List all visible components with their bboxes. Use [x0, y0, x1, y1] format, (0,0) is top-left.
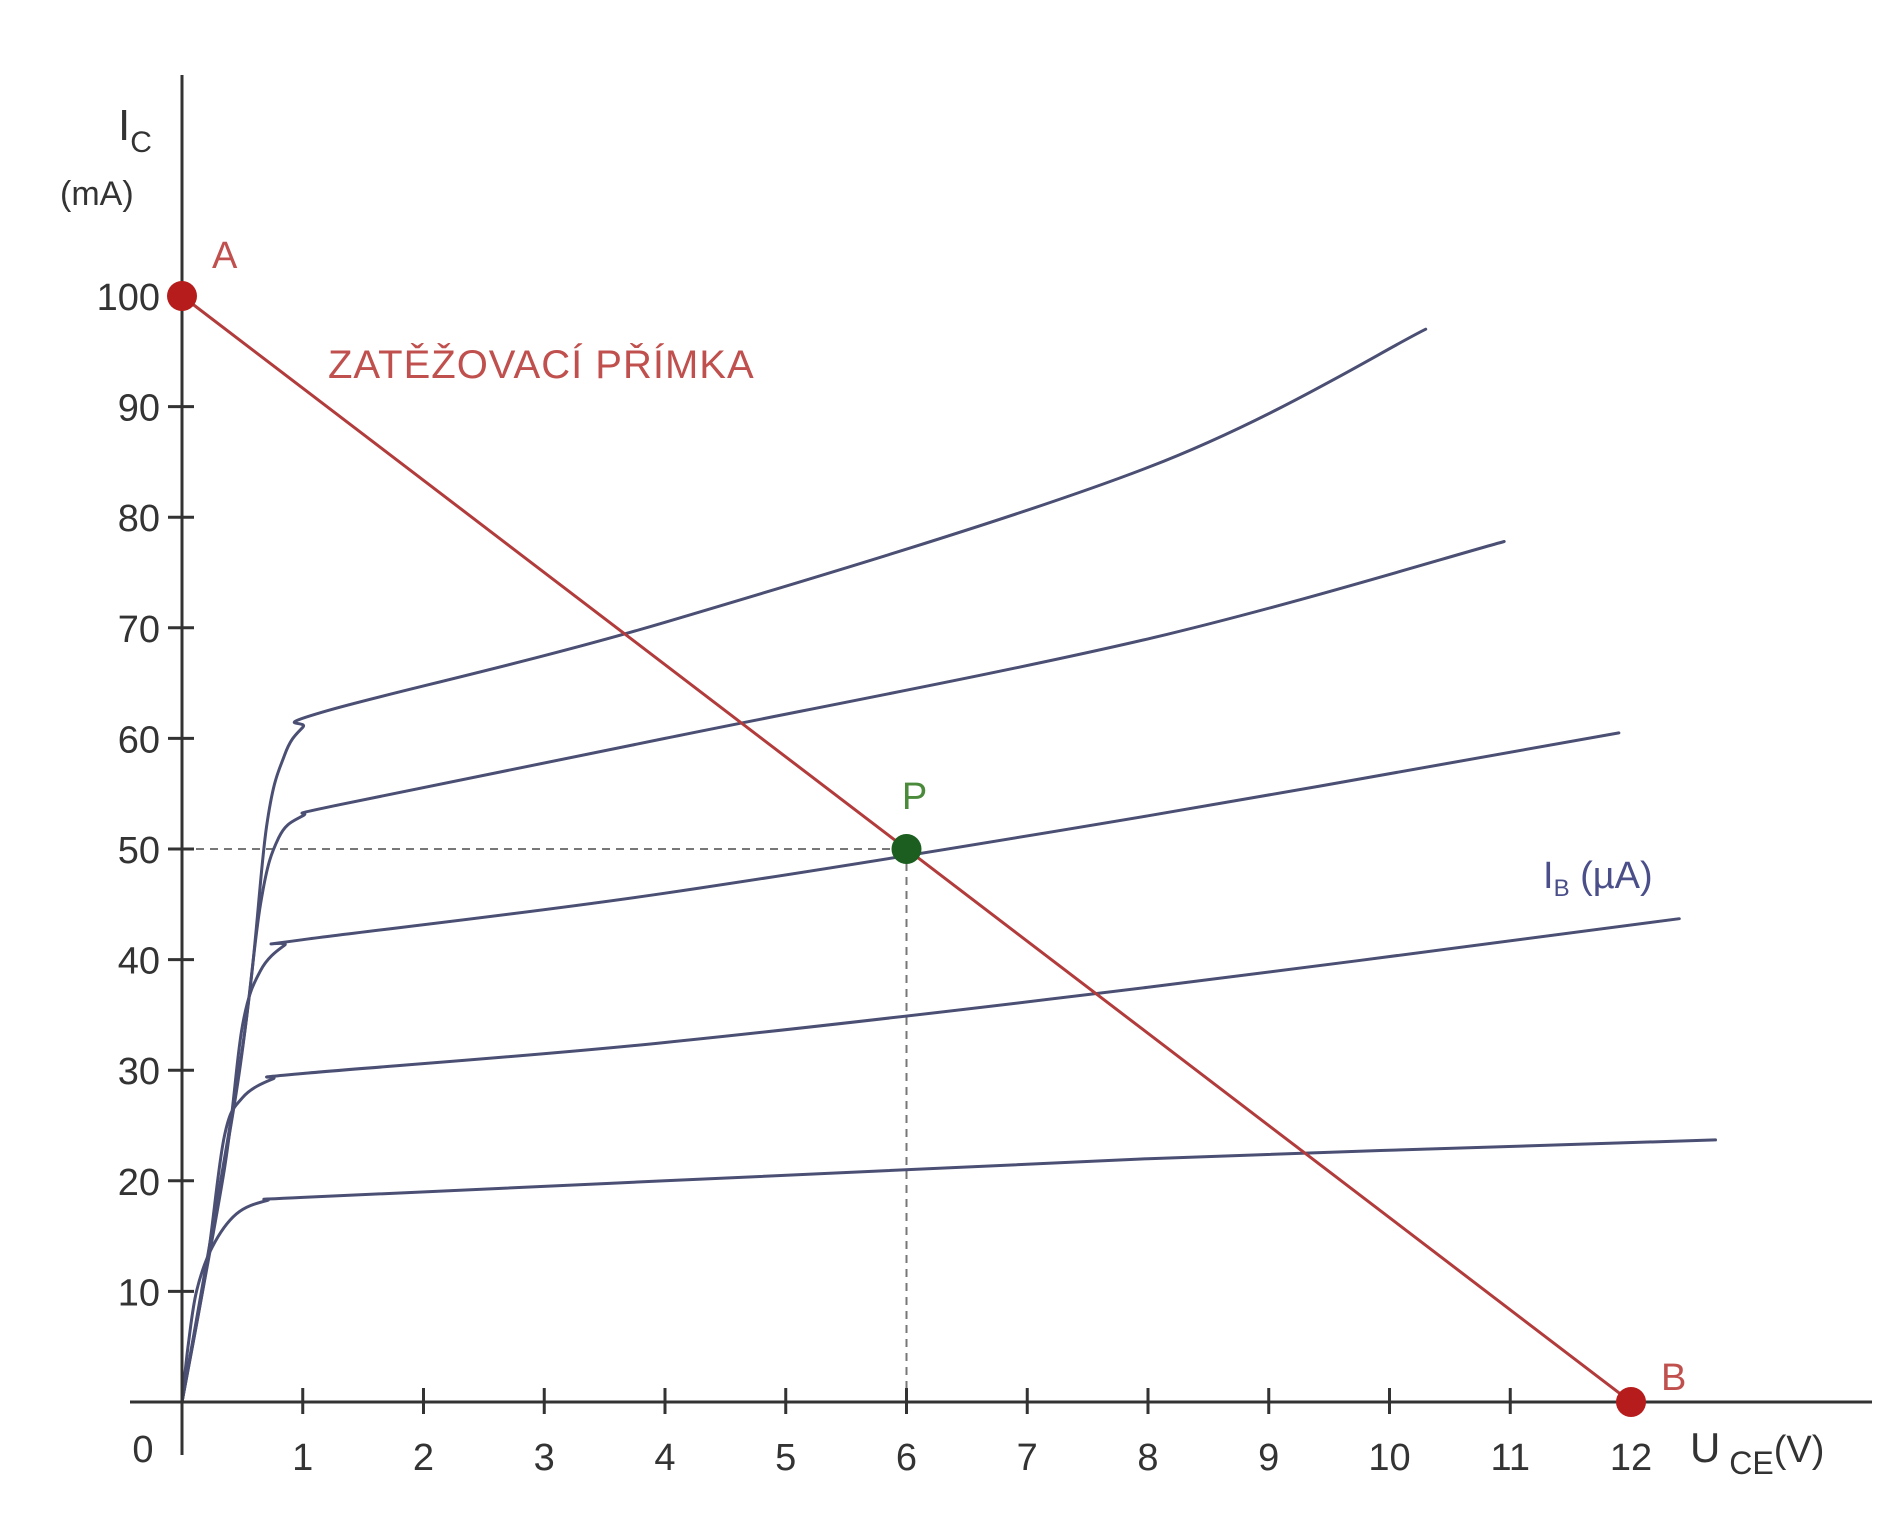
- output-characteristic-curves: [180, 327, 1717, 1404]
- y-axis-unit: (mA): [60, 175, 134, 213]
- base-current-label: IB (µA): [1543, 855, 1653, 902]
- y-tick-label-90: 90: [118, 388, 160, 430]
- x-tick-label-2: 2: [413, 1437, 434, 1479]
- characteristic-curve-3: [180, 731, 1621, 1404]
- axes: [130, 75, 1872, 1455]
- y-axis-subscript: C: [130, 126, 152, 159]
- y-tick-label-20: 20: [118, 1162, 160, 1204]
- y-tick-label-100: 100: [97, 277, 160, 319]
- y-tick-label-60: 60: [118, 719, 160, 761]
- y-tick-label-10: 10: [118, 1272, 160, 1314]
- point-label-p: P: [902, 776, 927, 818]
- base-current-symbol: I: [1543, 855, 1554, 897]
- x-tick-label-12: 12: [1610, 1437, 1652, 1479]
- y-tick-label-30: 30: [118, 1051, 160, 1093]
- point-label-b: B: [1661, 1357, 1686, 1399]
- x-tick-label-6: 6: [896, 1437, 917, 1479]
- x-tick-label-9: 9: [1258, 1437, 1279, 1479]
- x-tick-label-11: 11: [1491, 1437, 1530, 1479]
- point-p: [891, 834, 922, 864]
- characteristic-curve-2: [180, 917, 1681, 1404]
- x-tick-label-4: 4: [654, 1437, 675, 1479]
- x-axis-subscript: CE: [1720, 1445, 1773, 1481]
- y-tick-label-70: 70: [118, 609, 160, 651]
- y-tick-label-50: 50: [118, 830, 160, 872]
- load-line-label: ZATĚŽOVACÍ PŘÍMKA: [328, 342, 755, 387]
- x-axis-title: U CE(V): [1690, 1424, 1824, 1481]
- x-tick-label-7: 7: [1017, 1437, 1038, 1479]
- characteristic-curve-4: [180, 540, 1506, 1404]
- y-axis-symbol: I: [118, 101, 130, 150]
- y-tick-label-80: 80: [118, 498, 160, 540]
- x-tick-label-5: 5: [775, 1437, 796, 1479]
- base-current-unit: (µA): [1570, 855, 1653, 897]
- y-tick-label-40: 40: [118, 941, 160, 983]
- x-tick-label-8: 8: [1137, 1437, 1158, 1479]
- x-tick-label-10: 10: [1368, 1437, 1410, 1479]
- point-label-a: A: [212, 235, 238, 277]
- y-axis-unit-text: (mA): [60, 175, 134, 213]
- point-b: [1616, 1387, 1646, 1417]
- guide-lines: [182, 848, 908, 1402]
- base-current-subscript: B: [1554, 875, 1570, 902]
- x-axis-symbol: U: [1690, 1424, 1720, 1471]
- characteristic-curve-5: [180, 327, 1428, 1404]
- x-tick-label-1: 1: [292, 1437, 313, 1479]
- origin-label: 0: [132, 1429, 153, 1471]
- point-a: [167, 281, 197, 311]
- x-axis-unit: (V): [1774, 1429, 1825, 1471]
- marked-points: [167, 281, 1646, 1417]
- characteristic-curve-1: [180, 1138, 1717, 1404]
- y-axis-title: IC: [118, 101, 152, 159]
- x-tick-label-3: 3: [534, 1437, 555, 1479]
